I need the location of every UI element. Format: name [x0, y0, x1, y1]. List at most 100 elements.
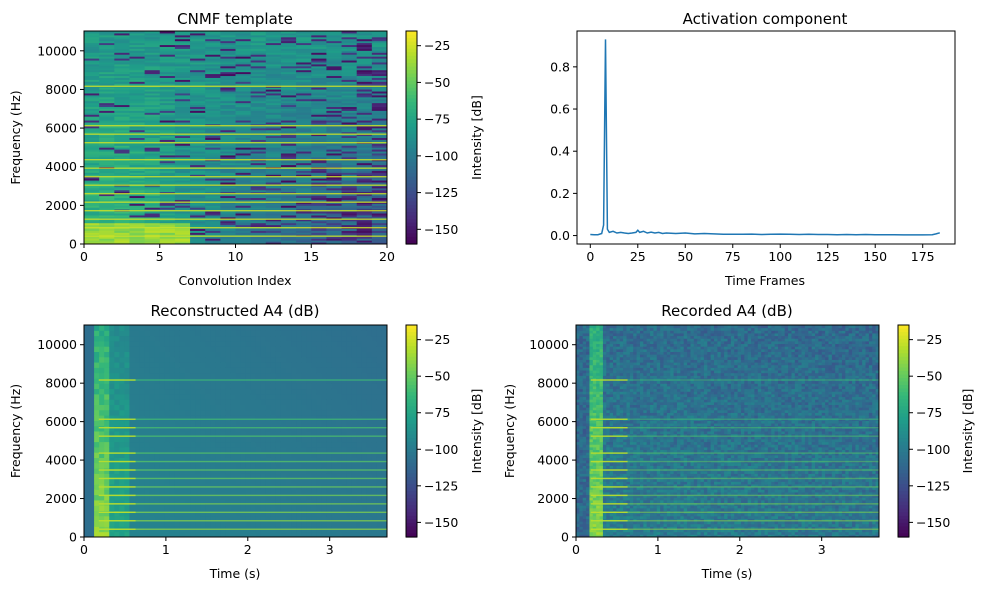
spectrogram-cell	[235, 446, 242, 453]
spectrogram-cell	[230, 335, 236, 342]
spectrogram-cell	[341, 372, 348, 379]
heatmap-cell	[174, 91, 191, 94]
spectrogram-cell	[579, 476, 584, 480]
heatmap-cell	[99, 230, 115, 233]
spectrogram-cell	[576, 362, 580, 366]
spectrogram-cell	[576, 476, 580, 480]
spectrogram-cell	[174, 462, 181, 469]
y-axis-label: Frequency (Hz)	[8, 384, 23, 478]
heatmap-cell	[220, 36, 236, 40]
heatmap-cell	[205, 205, 221, 208]
spectrogram-cell	[124, 510, 130, 517]
spectrogram-cell	[275, 478, 282, 485]
spectrogram-cell	[119, 478, 125, 485]
spectrogram-cell	[346, 399, 353, 405]
spectrogram-cell	[220, 425, 226, 432]
harmonic-line	[84, 209, 387, 212]
spectrogram-cell	[301, 473, 307, 480]
spectrogram-cell	[215, 531, 221, 538]
spectrogram-cell	[306, 452, 312, 458]
heatmap-cell	[265, 127, 282, 131]
spectrogram-cell	[265, 436, 272, 443]
spectrogram-cell	[250, 367, 257, 374]
spectrogram-cell	[210, 494, 216, 501]
heatmap-cell	[235, 127, 252, 131]
spectrogram-cell	[179, 462, 186, 469]
heatmap-cell	[265, 242, 282, 245]
heatmap-cell	[265, 185, 282, 189]
heatmap-cell	[235, 236, 252, 239]
heatmap-cell	[356, 187, 373, 191]
heatmap-cell	[356, 220, 373, 224]
harmonic-line	[84, 133, 387, 135]
spectrogram-cell	[159, 399, 166, 405]
y-tick-label: 8000	[45, 376, 77, 391]
heatmap-cell	[280, 170, 297, 173]
spectrogram-cell	[109, 510, 115, 517]
spectrogram-cell	[190, 473, 196, 480]
heatmap-cell	[250, 242, 267, 245]
heatmap-cell	[129, 83, 146, 86]
spectrogram-cell	[346, 521, 353, 527]
colorbar-swatch	[406, 62, 417, 68]
heatmap-cell	[356, 160, 373, 164]
heatmap-cell	[84, 236, 100, 239]
spectrogram-cell	[210, 409, 216, 416]
heatmap-cell	[174, 168, 191, 171]
heatmap-cell	[311, 174, 327, 177]
spectrogram-cell	[366, 478, 373, 485]
heatmap-cell	[205, 67, 221, 71]
chart-title: CNMF template	[177, 10, 293, 28]
spectrogram-cell	[185, 478, 191, 485]
colorbar: −25−50−75−100−125−150	[405, 30, 458, 245]
spectrogram-cell	[376, 425, 383, 432]
spectrogram-cell	[265, 489, 272, 496]
spectrogram-cell	[366, 367, 373, 374]
spectrogram-cell	[361, 510, 368, 517]
heatmap-cell	[265, 38, 282, 42]
spectrogram-cell	[129, 362, 135, 368]
spectrogram-cell	[301, 499, 307, 506]
heatmap-cell	[280, 34, 297, 38]
heatmap-cell	[371, 162, 388, 166]
heatmap-cell	[114, 172, 130, 175]
heatmap-cell	[114, 154, 130, 158]
spectrogram-cell	[89, 462, 95, 469]
spectrogram-cell	[275, 404, 282, 411]
spectrogram-cell	[185, 436, 191, 443]
x-tick-label: 0	[586, 249, 594, 264]
spectrogram-cell	[311, 431, 317, 437]
spectrogram-cell	[286, 494, 292, 501]
spectrogram-cell	[321, 346, 327, 352]
heatmap-cell	[159, 129, 176, 133]
heatmap-cell	[311, 151, 327, 154]
spectrogram-cell	[331, 531, 337, 538]
spectrogram-cell	[84, 372, 90, 379]
heatmap-cell	[371, 79, 388, 82]
spectrogram-cell	[245, 431, 252, 437]
spectrogram-cell	[260, 521, 267, 527]
heatmap-cell	[159, 54, 176, 57]
spectrogram-cell	[291, 404, 297, 411]
spectrogram-cell	[154, 446, 161, 453]
spectrogram-cell	[381, 415, 388, 421]
spectrogram-cell	[119, 346, 125, 352]
spectrogram-cell	[220, 494, 226, 501]
spectrogram-cell	[99, 494, 105, 501]
harmonic-line	[84, 201, 387, 203]
x-tick-label: 0	[80, 249, 88, 264]
spectrogram-cell	[220, 372, 226, 379]
spectrogram-cell	[270, 356, 277, 363]
spectrogram-cell	[174, 393, 181, 400]
spectrogram-cell	[336, 388, 343, 395]
heatmap-cell	[114, 137, 130, 140]
spectrogram-cell	[306, 340, 312, 347]
spectrogram-cell	[159, 330, 166, 337]
heatmap-cell	[280, 214, 297, 218]
heatmap-cell	[174, 94, 191, 98]
spectrogram-cell	[321, 335, 327, 342]
spectrogram-cell	[306, 372, 312, 379]
x-tick-label: 3	[326, 542, 334, 557]
heatmap-cell	[296, 48, 312, 51]
heatmap-cell	[144, 222, 161, 226]
